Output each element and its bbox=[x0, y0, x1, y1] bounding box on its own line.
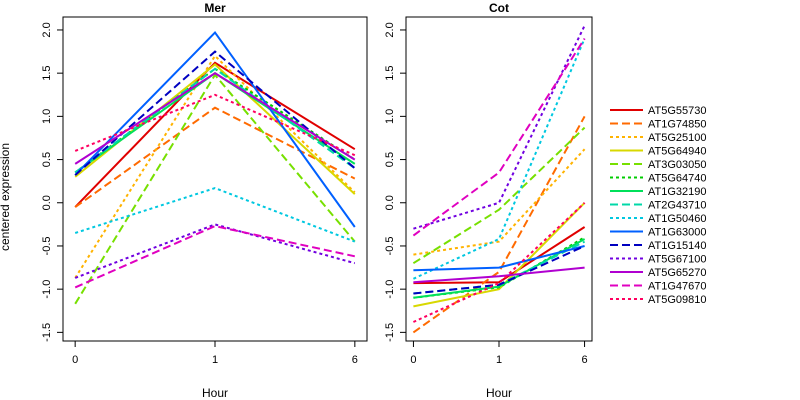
legend-label: AT5G67100 bbox=[648, 254, 707, 266]
legend-item: AT1G32190 bbox=[610, 186, 707, 198]
legend-label: AT5G64940 bbox=[648, 146, 707, 158]
series-line-at5g64940 bbox=[413, 202, 586, 308]
legend-label: AT1G50460 bbox=[648, 213, 707, 225]
panel-title: Cot bbox=[489, 1, 509, 15]
legend-item: AT1G15140 bbox=[610, 240, 707, 252]
series-line-at5g25100 bbox=[74, 54, 356, 279]
series-line-at5g09810 bbox=[412, 202, 586, 323]
legend-item: AT1G47670 bbox=[610, 281, 707, 293]
series-line-at1g63000 bbox=[74, 31, 356, 228]
panel-title: Mer bbox=[204, 1, 226, 15]
series-line-at5g67100 bbox=[413, 25, 586, 230]
series-line-at1g50460 bbox=[412, 38, 586, 280]
series-line-at1g32190 bbox=[413, 238, 586, 299]
series-line-at1g74850 bbox=[74, 106, 356, 208]
legend-item: AT5G64940 bbox=[610, 146, 707, 158]
chart-panels: Mer-1.5-1.0-0.50.00.51.01.52.00 1 6HourCot… bbox=[41, 1, 593, 400]
series-line-at5g64940 bbox=[74, 63, 356, 195]
legend-label: AT1G74850 bbox=[648, 119, 707, 131]
x-tick-label: 0 bbox=[72, 354, 78, 366]
series-line-at5g09810 bbox=[74, 93, 356, 157]
legend-label: AT1G15140 bbox=[648, 240, 707, 252]
legend-label: AT1G32190 bbox=[648, 186, 707, 198]
plot-frame bbox=[405, 16, 593, 342]
series-line-at3g03050 bbox=[74, 73, 356, 305]
series-line-at1g15140 bbox=[413, 245, 586, 295]
y-tick-label: -1.0 bbox=[41, 280, 53, 299]
legend-item: AT5G67100 bbox=[610, 254, 707, 266]
legend-item: AT3G03050 bbox=[610, 159, 707, 171]
y-tick-label: 2.0 bbox=[41, 22, 53, 37]
series-line-at5g55730 bbox=[74, 61, 356, 208]
y-tick-label: 2.0 bbox=[384, 22, 396, 37]
legend-label: AT2G43710 bbox=[648, 200, 707, 212]
panel-cot: Cot -1.5 -1.0 -0.5 0.0 0.5 1.0 1.5 2.0 0 1 6 Hour bbox=[384, 1, 593, 400]
y-tick-label: 0.5 bbox=[41, 152, 53, 167]
legend-label: AT5G55730 bbox=[648, 105, 707, 117]
legend-label: AT5G09810 bbox=[648, 294, 707, 306]
legend-item: AT5G55730 bbox=[610, 105, 707, 117]
legend-label: AT5G64740 bbox=[648, 173, 707, 185]
legend-item: AT5G09810 bbox=[610, 294, 707, 306]
legend-label: AT5G65270 bbox=[648, 267, 707, 279]
x-tick-label: 1 bbox=[212, 354, 218, 366]
y-tick-label: -1.0 bbox=[384, 280, 396, 299]
y-tick-label: -1.5 bbox=[41, 323, 53, 342]
y-tick-label: 0.5 bbox=[384, 152, 396, 167]
y-axis-title: centered expression bbox=[0, 143, 12, 251]
y-tick-label: 1.5 bbox=[41, 66, 53, 81]
series-line-at5g67100 bbox=[74, 223, 356, 279]
legend-label: AT5G25100 bbox=[648, 132, 707, 144]
x-tick-label: 6 bbox=[352, 354, 358, 366]
y-tick-label: 1.0 bbox=[384, 109, 396, 124]
legend-label: AT1G63000 bbox=[648, 227, 707, 239]
x-tick-label: 1 bbox=[496, 354, 502, 366]
x-tick-label: 6 bbox=[581, 354, 587, 366]
legend-item: AT2G43710 bbox=[610, 200, 707, 212]
x-tick-label: 0 bbox=[410, 354, 416, 366]
legend-item: AT5G64740 bbox=[610, 173, 707, 185]
panel-mer: Mer -1.5 -1.0 -0.5 0.0 0.5 1.0 1.5 2.0 0 1 6 Hour bbox=[41, 1, 368, 400]
y-tick-label: -1.5 bbox=[384, 323, 396, 342]
legend-label: AT3G03050 bbox=[648, 159, 707, 171]
series-line-at1g50460 bbox=[74, 187, 356, 243]
series-line-at5g65270 bbox=[413, 266, 585, 284]
series-line-at5g65270 bbox=[74, 72, 356, 165]
x-axis-title: Hour bbox=[202, 386, 228, 400]
series-line-at5g25100 bbox=[413, 148, 586, 256]
legend-item: AT5G25100 bbox=[610, 132, 707, 144]
series-line-at1g47670 bbox=[412, 38, 586, 237]
series-line-at3g03050 bbox=[412, 126, 586, 265]
y-tick-label: -0.5 bbox=[384, 236, 396, 255]
legend-item: AT1G74850 bbox=[610, 119, 707, 131]
x-axis-title: Hour bbox=[486, 386, 512, 400]
y-tick-label: 1.0 bbox=[41, 109, 53, 124]
legend-item: AT1G63000 bbox=[610, 227, 707, 239]
legend-item: AT5G65270 bbox=[610, 267, 707, 279]
y-tick-label: -0.5 bbox=[41, 236, 53, 255]
series-line-at1g74850 bbox=[412, 115, 586, 334]
legend-label: AT1G47670 bbox=[648, 281, 707, 293]
y-tick-label: 0.0 bbox=[41, 195, 53, 210]
series-line-at1g47670 bbox=[74, 225, 356, 289]
series-line-at1g63000 bbox=[413, 245, 585, 272]
legend-item: AT1G50460 bbox=[610, 213, 707, 225]
series-line-at5g55730 bbox=[413, 226, 586, 285]
y-tick-label: 1.5 bbox=[384, 66, 396, 81]
y-tick-label: 0.0 bbox=[384, 195, 396, 210]
